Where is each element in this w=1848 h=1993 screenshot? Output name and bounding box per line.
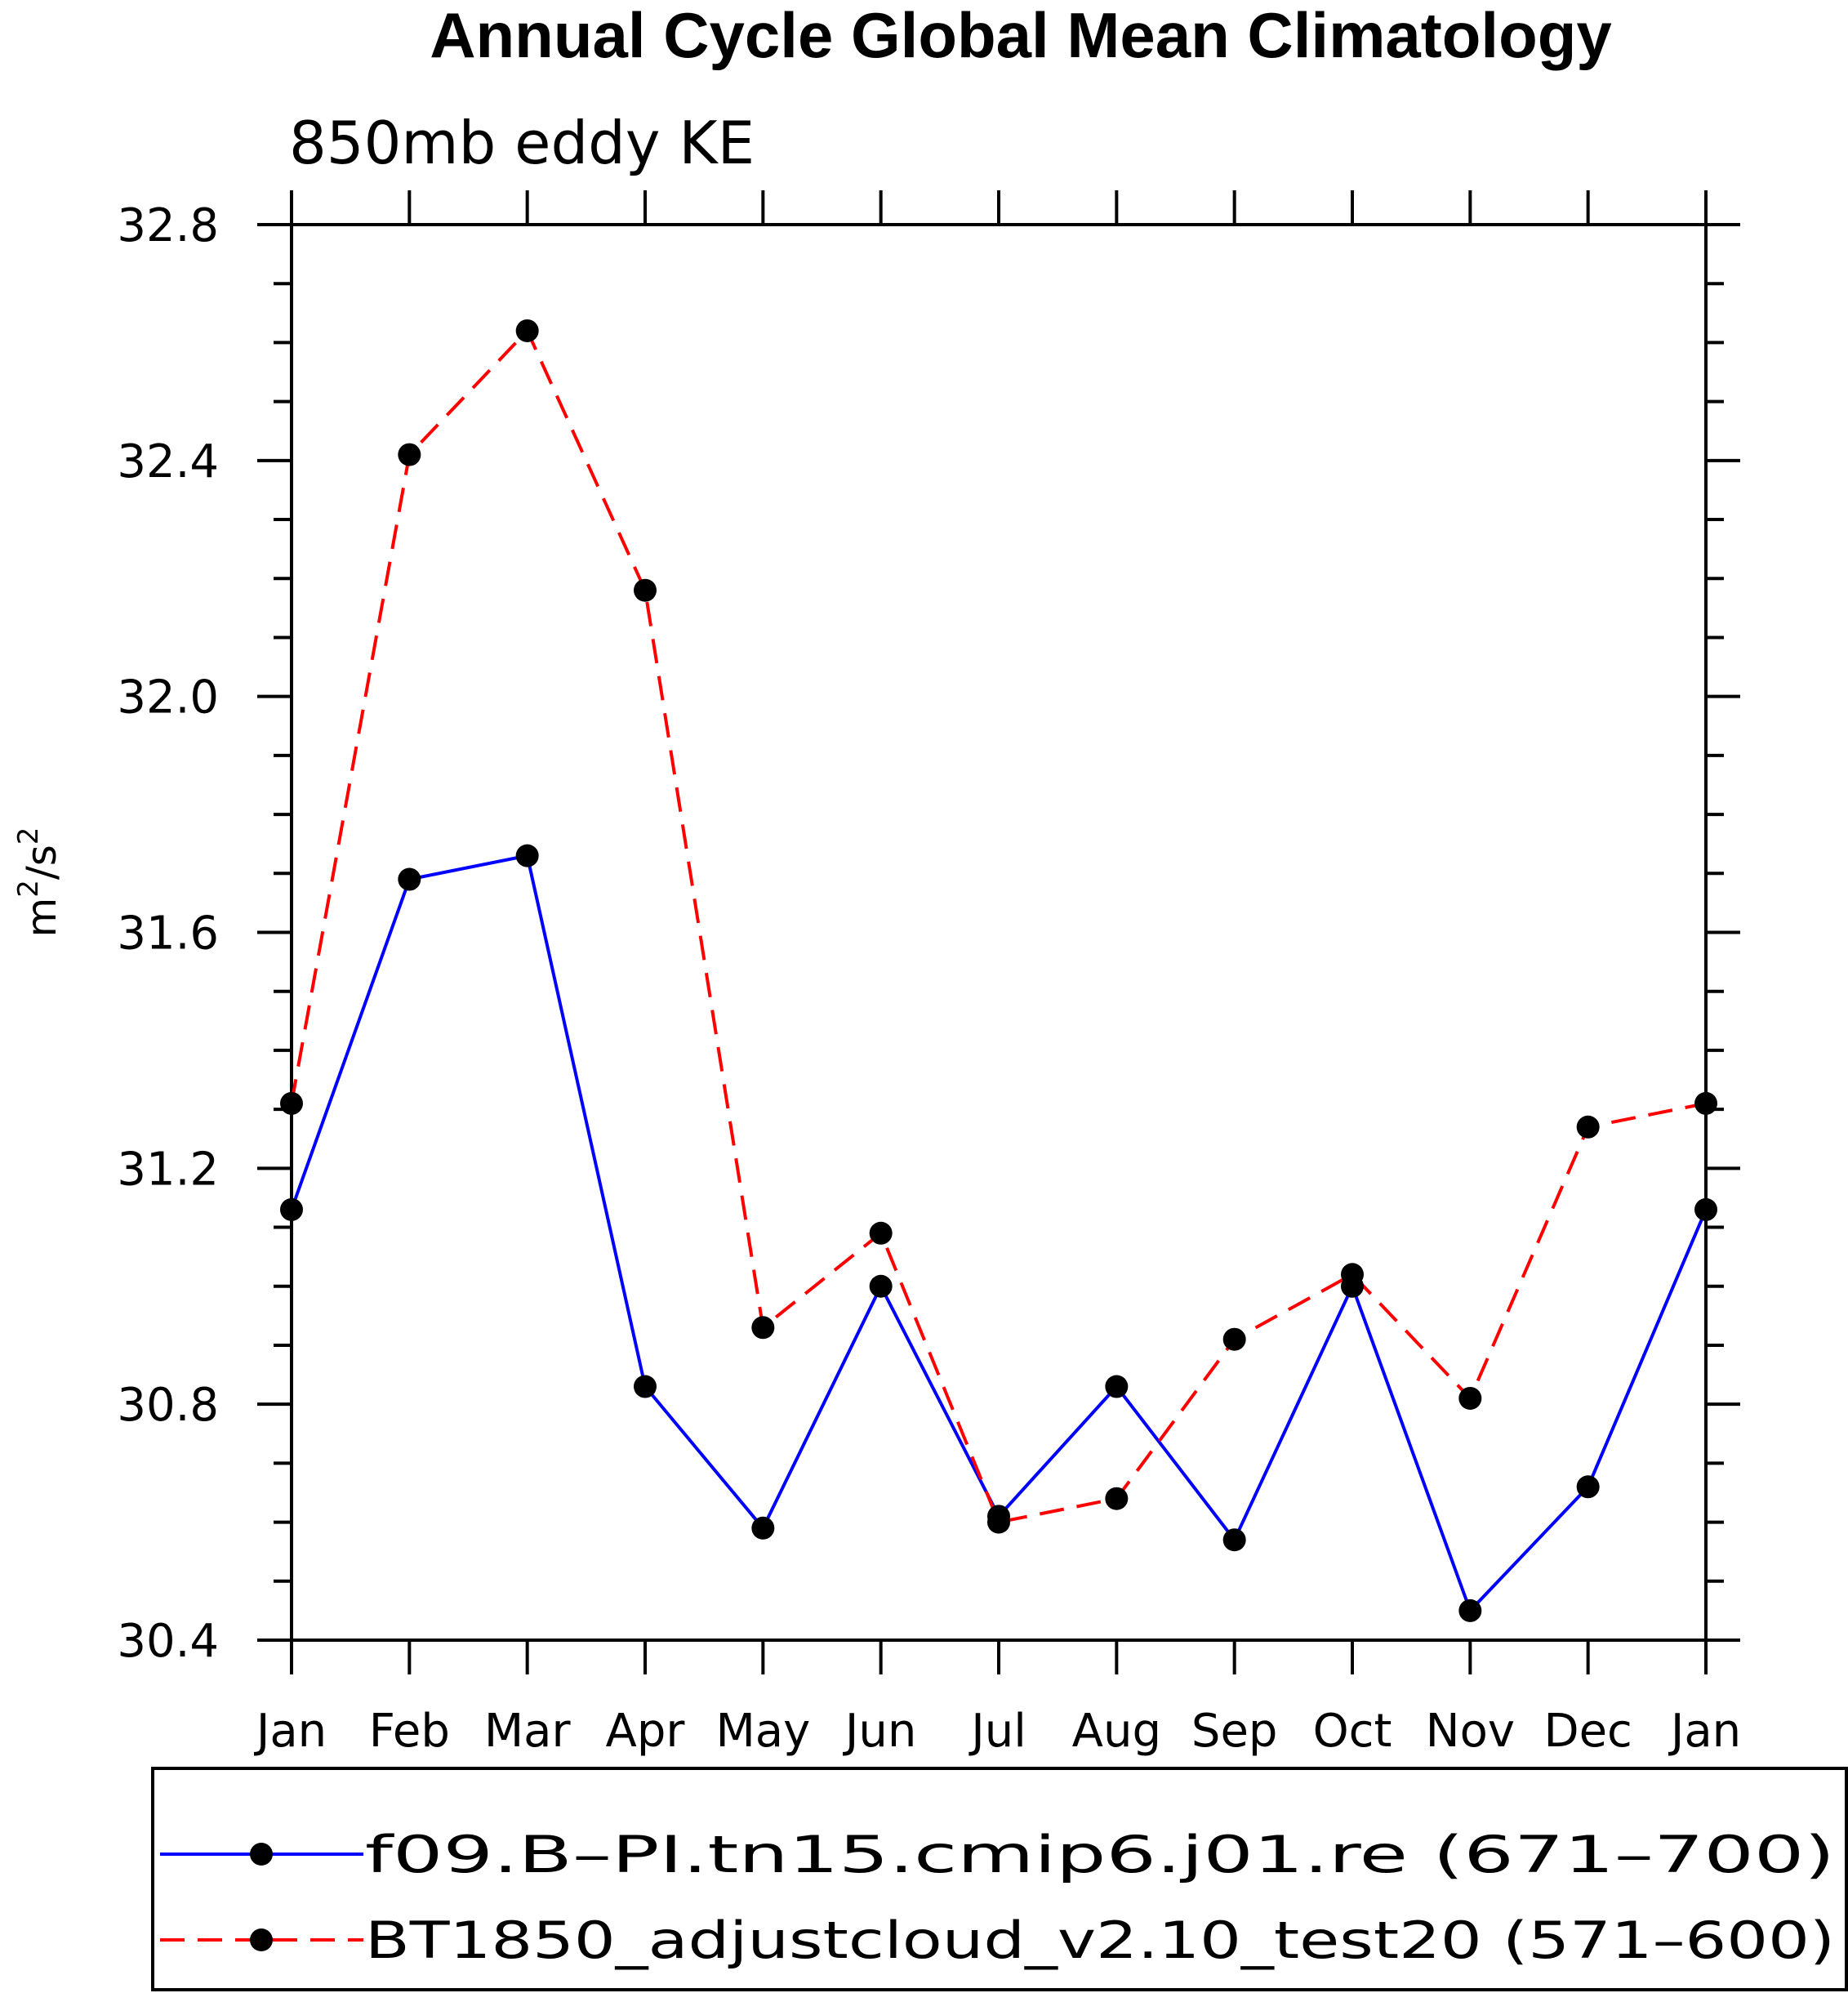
data-point	[1576, 1115, 1600, 1139]
legend-marker	[250, 1928, 273, 1951]
data-point	[1458, 1386, 1482, 1410]
x-tick-label: Jul	[969, 1705, 1026, 1758]
legend-box	[151, 1767, 1848, 1991]
chart-subtitle: 850mb eddy KE	[289, 109, 755, 177]
data-point	[1222, 1528, 1246, 1552]
x-tick-label: Oct	[1313, 1705, 1392, 1758]
x-tick-label: Dec	[1543, 1705, 1632, 1758]
data-point	[515, 319, 539, 342]
y-tick-label: 32.0	[117, 671, 219, 725]
y-axis-label-base: /s	[18, 845, 65, 880]
data-point	[280, 1197, 303, 1221]
data-point	[634, 578, 657, 602]
y-tick-label: 32.8	[117, 199, 219, 252]
data-point	[280, 1091, 303, 1115]
data-point	[1105, 1375, 1129, 1398]
legend: f09.B–PI.tn15.cmip6.j01.re (671–700) BT18…	[151, 1767, 1848, 1991]
series-line	[290, 854, 1708, 1614]
y-axis-label-base: m	[18, 898, 65, 938]
data-point	[751, 1316, 775, 1340]
y-axis-label-sup: 2	[12, 827, 45, 845]
y-tick-label: 32.4	[117, 435, 219, 488]
plot-frame	[290, 223, 1708, 1642]
series-layer	[280, 319, 1717, 1622]
y-tick-label: 31.6	[117, 907, 219, 961]
data-point	[1694, 1091, 1717, 1115]
data-point	[869, 1221, 893, 1245]
x-tick-label: Nov	[1426, 1705, 1515, 1758]
data-point	[751, 1516, 775, 1540]
data-point	[1105, 1487, 1129, 1510]
data-point	[1222, 1327, 1246, 1351]
x-tick-label: Apr	[606, 1705, 686, 1758]
x-tick-label: Aug	[1072, 1705, 1161, 1758]
data-point	[1576, 1475, 1600, 1499]
data-point	[1458, 1598, 1482, 1622]
data-point	[1694, 1197, 1717, 1221]
x-tick-label: Jan	[1668, 1705, 1741, 1758]
x-tick-label: Jan	[254, 1705, 327, 1758]
legend-label: f09.B–PI.tn15.cmip6.j01.re (671–700)	[365, 1825, 1835, 1884]
x-tick-label: Mar	[484, 1705, 572, 1758]
data-point	[398, 867, 421, 891]
y-tick-label: 30.8	[117, 1379, 219, 1432]
data-point	[869, 1274, 893, 1298]
x-tick-label: Sep	[1191, 1705, 1278, 1758]
legend-label: BT1850_adjustcloud_v2.10_test20 (571–600…	[365, 1911, 1835, 1970]
data-point	[515, 844, 539, 867]
chart-title: Annual Cycle Global Mean Climatology	[430, 0, 1612, 71]
data-point	[634, 1375, 657, 1398]
x-tick-label: May	[715, 1705, 810, 1758]
y-axis-label-sup: 2	[12, 880, 45, 898]
data-point	[987, 1510, 1010, 1534]
series-line	[290, 328, 1707, 1524]
legend-marker	[250, 1843, 273, 1866]
y-axis-label: m2/s2	[12, 827, 65, 938]
data-point	[398, 443, 421, 466]
y-tick-label: 30.4	[117, 1615, 219, 1668]
axes: Jan Feb Mar Apr May Jun Jul Aug Sep Oct Nov Dec Jan 3…	[117, 190, 1741, 1758]
x-tick-label: Jun	[843, 1705, 917, 1758]
y-tick-label: 31.2	[117, 1143, 219, 1196]
x-tick-label: Feb	[369, 1705, 450, 1758]
data-point	[1341, 1263, 1364, 1286]
